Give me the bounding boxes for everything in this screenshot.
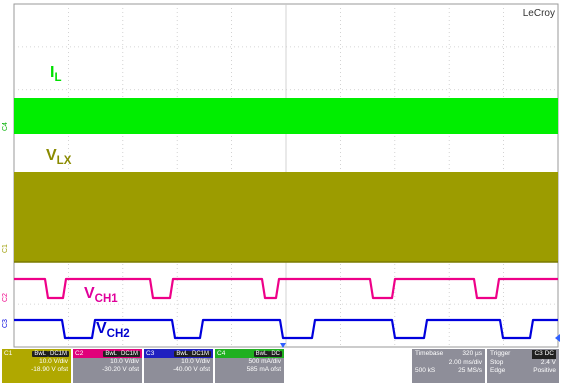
brand-logo: LeCroy	[522, 8, 555, 19]
coupling-tag: DC	[269, 351, 282, 357]
offset-value: -18.90 V ofst	[31, 366, 68, 373]
trigger-slope: Positive	[533, 367, 556, 374]
channel-c1-panel[interactable]: C1 BwL DC1M 10.0 V/div -18.90 V ofst	[2, 349, 71, 383]
c2-ground-marker: C2	[2, 293, 9, 302]
trigger-label: Trigger	[490, 350, 511, 357]
c4-ground-marker: C4	[2, 122, 9, 131]
offset-value: 585 mA ofst	[246, 366, 281, 373]
trigger-position-marker	[280, 343, 286, 348]
volts-per-div: 10.0 V/div	[110, 358, 139, 365]
coupling-tag: DC1M	[47, 351, 69, 357]
sample-rate: 25 MS/s	[458, 367, 482, 374]
channel-c3-panel[interactable]: C3 BwL DC1M 10.0 V/div -40.00 V ofst	[144, 349, 213, 383]
timebase-delay: 320 µs	[462, 350, 482, 357]
channel-c2-panel[interactable]: C2 BwL DC1M 10.0 V/div -30.20 V ofst	[73, 349, 142, 383]
offset-value: -30.20 V ofst	[102, 366, 139, 373]
bandwidth-tag: BwL	[174, 351, 190, 357]
switch-node-voltage-label: VLX	[46, 147, 72, 168]
amps-per-div: 500 mA/div	[248, 358, 281, 365]
volts-per-div: 10.0 V/div	[39, 358, 68, 365]
trigger-mode: Stop	[490, 358, 504, 366]
c3-ground-marker: C3	[2, 319, 9, 328]
bandwidth-tag: BwL	[32, 351, 48, 357]
inductor-current-trace	[14, 98, 558, 134]
trigger-channel: C3 DC	[532, 350, 556, 359]
bandwidth-tag: BwL	[103, 351, 119, 357]
waveform-display	[13, 3, 560, 348]
trigger-type: Edge	[490, 367, 506, 374]
trigger-panel[interactable]: Trigger C3 DC Stop 2.4 V Edge Positive	[487, 349, 559, 383]
c1-ground-marker: C1	[2, 244, 9, 253]
channel-id: C3	[146, 350, 155, 357]
volts-per-div: 10.0 V/div	[181, 358, 210, 365]
switch-node-voltage-trace	[14, 172, 558, 262]
channel-info-bar: C1 BwL DC1M 10.0 V/div -18.90 V ofst C2 BwL…	[0, 349, 561, 385]
sample-count: 500 kS	[415, 367, 436, 374]
channel-id: C2	[75, 350, 84, 357]
channel2-voltage-trace	[14, 318, 558, 340]
timebase-panel[interactable]: Timebase 320 µs 2.00 ms/div 500 kS 25 MS/s	[412, 349, 485, 383]
bandwidth-tag: BwL	[253, 351, 270, 357]
time-per-div: 2.00 ms/div	[448, 358, 482, 366]
channel1-voltage-trace	[14, 277, 558, 300]
offset-value: -40.00 V ofst	[173, 366, 210, 373]
channel-id: C1	[4, 350, 13, 357]
channel2-voltage-label: VCH2	[96, 320, 130, 341]
coupling-tag: DC1M	[118, 351, 140, 357]
trigger-level-marker	[555, 334, 560, 342]
inductor-current-label: IL	[50, 64, 62, 85]
channel-id: C4	[217, 350, 226, 357]
waveform-traces	[14, 98, 558, 340]
channel-c4-panel[interactable]: C4 BwL DC 500 mA/div 585 mA ofst	[215, 349, 284, 383]
coupling-tag: DC1M	[189, 351, 211, 357]
channel1-voltage-label: VCH1	[84, 285, 118, 306]
trigger-level: 2.4 V	[540, 358, 556, 366]
timebase-label: Timebase	[415, 350, 444, 357]
